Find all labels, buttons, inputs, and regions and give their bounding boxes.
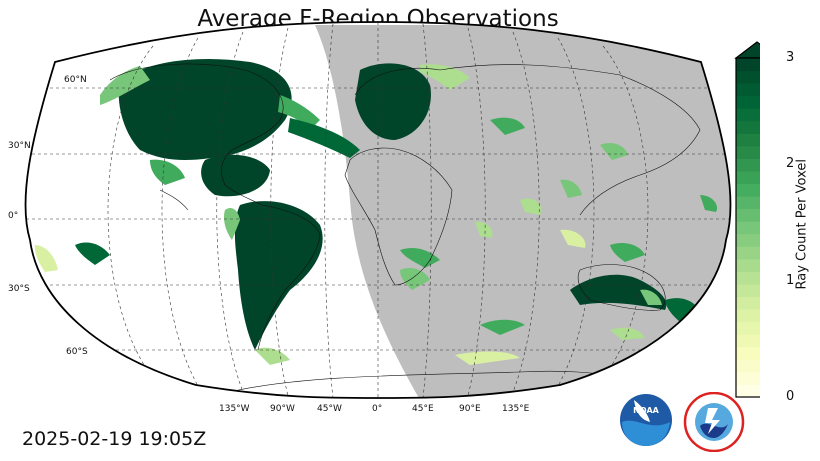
colorbar-segment [736,359,760,373]
colorbar-segment [736,309,760,323]
colorbar-segment [736,120,760,134]
coastlines [109,63,701,393]
colorbar-segment [736,145,760,159]
lat-label-30s: 30°S [8,284,30,294]
colorbar-tick-3: 3 [786,50,795,65]
colorbar-segment [736,158,760,172]
lat-label-0: 0° [8,211,19,221]
colorbar-segment [736,108,760,122]
colorbar-segment [736,321,760,335]
colorbar-segment [736,371,760,385]
lon-label-45w: 45°W [317,404,342,414]
lon-label-135w: 135°W [219,404,250,414]
lat-label-60n: 60°N [64,75,87,85]
colorbar-label: Ray Count Per Voxel [794,159,810,290]
logos: NOAA [620,392,745,452]
colorbar-segment [736,183,760,197]
lon-label-0: 0° [372,404,383,414]
colorbar-segment [736,271,760,285]
colorbar-segment [736,133,760,147]
colorbar-extend-arrow [734,41,760,59]
nws-logo [683,392,745,452]
colorbar-segment [736,296,760,310]
noaa-logo: NOAA [620,394,672,446]
colorbar-segment [736,246,760,260]
colorbar-segment [736,171,760,185]
colorbar-segment [736,58,760,72]
colorbar-tick-1: 1 [786,273,795,288]
lon-label-135e: 135°E [502,404,530,414]
robinson-map [24,21,760,399]
lon-label-90e: 90°E [459,404,481,414]
graticule [25,22,731,398]
colorbar-tick-0: 0 [786,389,795,404]
colorbar-segment [736,221,760,235]
colorbar-segment [736,95,760,109]
lat-label-30n: 30°N [8,141,31,151]
colorbar-segment [736,83,760,97]
colorbar-segment [736,284,760,298]
colorbar [734,41,760,398]
colorbar-segment [736,346,760,360]
colorbar-segment [736,258,760,272]
observation-patches [34,59,718,365]
globe-outline [24,21,732,399]
colorbar-segment [736,196,760,210]
colorbar-segment [736,70,760,84]
colorbar-tick-2: 2 [786,156,795,171]
noaa-logo-text: NOAA [633,406,659,415]
colorbar-segment [736,208,760,222]
colorbar-segment [736,384,760,398]
lon-label-45e: 45°E [412,404,434,414]
lon-label-90w: 90°W [270,404,295,414]
colorbar-segment [736,233,760,247]
timestamp: 2025-02-19 19:05Z [22,428,207,450]
lat-label-60s: 60°S [66,347,88,357]
colorbar-segment [736,334,760,348]
